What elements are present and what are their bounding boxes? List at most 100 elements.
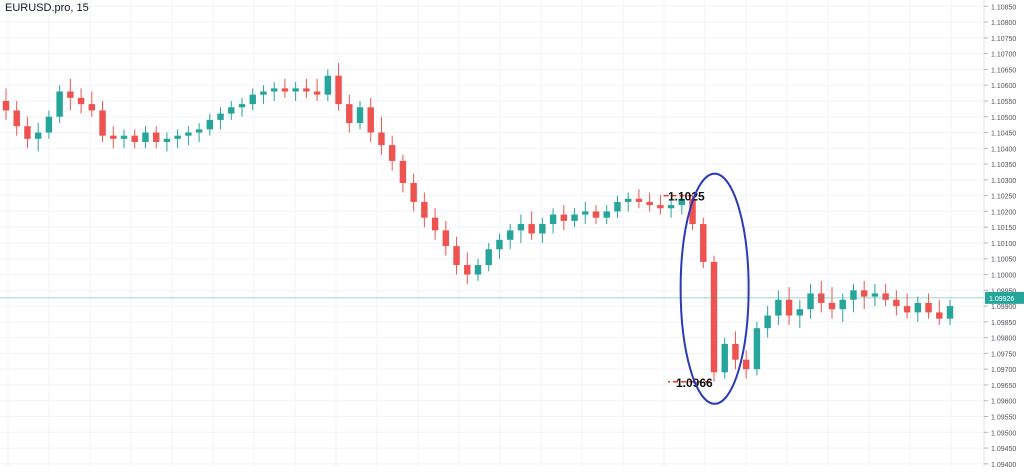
candle-body [260,91,267,95]
candle [163,132,171,152]
candle [893,290,900,316]
candle-body [206,119,214,130]
candle [67,78,74,111]
candle [45,110,53,139]
candle [903,293,911,319]
candle [582,201,589,225]
candle [34,123,42,152]
candle-body [614,201,621,212]
annotation-label-high: 1.1025 [668,190,705,204]
candle-body [56,91,63,117]
candle-body [131,135,138,142]
candle-body [882,293,889,300]
candle-body [796,309,804,316]
candle-body [936,312,943,319]
axis-tick-label: 1.10800 [991,20,1016,27]
candle-body [163,138,171,142]
candle [721,337,728,379]
candle [925,293,932,319]
candle-body [67,91,74,98]
candle [120,129,128,149]
candle-body [807,293,814,310]
candle-body [539,224,546,234]
candle [421,192,428,228]
candle-body [453,246,460,266]
candle-body [496,239,503,250]
candle-body [99,110,106,136]
candle-body [549,214,557,225]
candle [281,78,289,98]
candle-body [689,198,696,225]
axis-tick-label: 1.10600 [991,83,1016,90]
candle [442,220,450,256]
candle [324,69,332,101]
candle-body [667,205,675,209]
candle [185,126,192,146]
candle [657,195,664,215]
axis-tick-label: 1.10050 [991,257,1016,264]
candle [217,107,224,130]
candle-body [2,100,10,111]
candle-body [592,211,600,218]
axis-tick-label: 1.10450 [991,131,1016,138]
candle-body [303,88,310,92]
candle-body [142,132,149,142]
candle-body [464,265,471,275]
candle-body [110,135,117,139]
candle [496,233,503,259]
candle-body [560,214,568,221]
candle-body [24,126,31,139]
price-axis-background[interactable] [984,0,1024,467]
axis-tick-label: 1.09950 [991,288,1016,295]
current-price-label: 1.09926 [989,296,1014,303]
candle [431,208,439,240]
candle [378,116,385,155]
axis-tick-label: 1.10100 [991,241,1016,248]
candle-body [893,299,900,307]
axis-tick-label: 1.10150 [991,225,1016,232]
candle [174,129,181,149]
candle-body [485,249,492,266]
candle [206,113,214,136]
candle [871,283,879,307]
candle-body [335,75,342,105]
candle-body [775,299,782,316]
axis-tick-label: 1.09750 [991,351,1016,358]
candle-body [185,132,192,136]
candle-body [431,217,439,231]
candle [592,205,600,225]
axis-tick-label: 1.09800 [991,336,1016,343]
candle-body [281,88,289,92]
candle [882,283,889,307]
candle [732,331,739,370]
candle [346,94,353,133]
candle-body [657,205,664,209]
candle [249,88,256,111]
candle-body [753,328,761,370]
axis-tick-label: 1.09600 [991,399,1016,406]
candle [303,78,310,98]
axis-tick-label: 1.09450 [991,446,1016,453]
candle-body [903,306,911,313]
candle [399,154,407,193]
candle-body [346,104,353,124]
candle [635,189,643,209]
axis-tick-label: 1.10250 [991,194,1016,201]
candle-body [710,261,718,373]
candle [77,88,85,114]
candle [388,135,396,171]
candle-body [860,290,868,297]
candle [13,100,20,136]
candle [517,214,525,243]
axis-tick-label: 1.09900 [991,304,1016,311]
candle-body [850,290,857,300]
axis-tick-label: 1.09850 [991,320,1016,327]
axis-tick-label: 1.09400 [991,462,1016,467]
price-axis[interactable]: 1.10850 1.10800 1.10750 1.10700 1.10650 1.106… [984,4,1024,469]
grid-lines [0,0,984,467]
candle-body [356,107,364,124]
candle-body [195,129,203,133]
